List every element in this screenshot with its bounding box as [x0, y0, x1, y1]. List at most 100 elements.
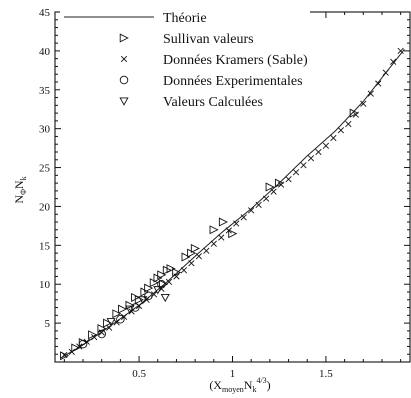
point-sullivan-valeurs: [60, 351, 70, 361]
point-sullivan-valeurs: [218, 217, 228, 227]
series-donnees-kramers-sable: [61, 47, 404, 359]
point-valeurs-calculees: [106, 318, 116, 327]
point-sullivan-valeurs: [88, 330, 98, 340]
point-sullivan-valeurs: [265, 182, 275, 192]
point-donnees-kramers-sable: [330, 134, 337, 142]
legend-background: [60, 8, 310, 115]
point-donnees-kramers-sable: [195, 253, 202, 260]
point-sullivan-valeurs: [71, 343, 81, 353]
point-donnees-kramers-sable: [240, 214, 247, 221]
point-donnees-kramers-sable: [360, 100, 367, 107]
point-sullivan-valeurs: [172, 268, 182, 278]
y-tick-label: 15: [39, 240, 51, 252]
point-donnees-kramers-sable: [263, 195, 270, 202]
point-valeurs-calculees: [153, 286, 163, 295]
x-tick-label: 0.5: [132, 368, 146, 380]
point-donnees-kramers-sable: [83, 338, 90, 345]
point-sullivan-valeurs: [125, 300, 135, 310]
point-valeurs-calculees: [125, 305, 135, 314]
point-sullivan-valeurs: [166, 264, 176, 274]
point-sullivan-valeurs: [190, 243, 200, 253]
point-donnees-kramers-sable: [180, 267, 188, 274]
y-tick-label: 45: [39, 7, 51, 19]
point-donnees-experimentales: [116, 314, 125, 324]
point-sullivan-valeurs: [274, 178, 285, 188]
point-donnees-kramers-sable: [218, 234, 225, 241]
y-tick-label: 30: [39, 124, 51, 136]
legend-label-sullivan-valeurs: Sullivan valeurs: [163, 32, 254, 47]
x-tick-label: 1: [230, 368, 236, 380]
point-donnees-kramers-sable: [375, 80, 382, 87]
y-tick-label: 20: [39, 201, 51, 213]
point-donnees-kramers-sable: [292, 169, 300, 176]
legend: Théorie Sullivan valeurs Données Kramers (…: [60, 8, 310, 115]
point-donnees-kramers-sable: [390, 58, 397, 65]
series-sullivan-valeurs: [60, 108, 359, 361]
point-sullivan-valeurs: [181, 252, 191, 262]
legend-label-theorie: Théorie: [163, 11, 207, 26]
point-donnees-kramers-sable: [345, 120, 352, 128]
point-donnees-kramers-sable: [203, 247, 210, 254]
point-sullivan-valeurs: [118, 304, 128, 314]
point-donnees-kramers-sable: [210, 240, 217, 247]
y-tick-label: 10: [39, 279, 51, 291]
point-sullivan-valeurs: [209, 225, 219, 235]
point-donnees-kramers-sable: [68, 348, 75, 356]
legend-swatch-donnees-experimentales: [119, 75, 129, 85]
point-donnees-kramers-sable: [277, 181, 285, 188]
point-donnees-kramers-sable: [76, 343, 83, 350]
y-tick-label: 40: [39, 46, 51, 58]
y-axis-title: NΦNk: [12, 176, 28, 203]
legend-label-valeurs-calculees: Valeurs Calculées: [163, 95, 263, 110]
point-sullivan-valeurs: [134, 295, 144, 305]
point-valeurs-calculees: [160, 293, 170, 303]
y-tick-label: 5: [45, 318, 51, 330]
point-donnees-kramers-sable: [255, 201, 262, 209]
y-tick-label: 35: [39, 85, 51, 97]
point-donnees-kramers-sable: [367, 90, 374, 97]
point-donnees-kramers-sable: [382, 69, 389, 76]
point-sullivan-valeurs: [228, 229, 238, 239]
point-sullivan-valeurs: [157, 270, 167, 280]
legend-swatch-sullivan-valeurs: [119, 33, 129, 43]
point-donnees-experimentales: [157, 279, 166, 289]
point-sullivan-valeurs: [112, 309, 122, 319]
series-valeurs-calculees: [106, 286, 170, 327]
point-donnees-kramers-sable: [307, 155, 315, 162]
point-donnees-kramers-sable: [270, 188, 277, 195]
x-axis-title: (XmoyenNk4/3): [209, 376, 270, 394]
point-donnees-kramers-sable: [337, 127, 344, 134]
point-donnees-experimentales: [78, 339, 88, 349]
point-donnees-kramers-sable: [315, 148, 322, 156]
point-sullivan-valeurs: [144, 283, 154, 293]
legend-swatch-valeurs-calculees: [119, 97, 129, 106]
point-donnees-kramers-sable: [233, 220, 240, 227]
point-donnees-kramers-sable: [113, 319, 120, 326]
x-tick-label: 1.5: [319, 368, 333, 380]
legend-label-donnees-experimentales: Données Experimentales: [163, 74, 303, 89]
point-sullivan-valeurs: [349, 108, 359, 118]
point-donnees-kramers-sable: [165, 278, 173, 286]
point-donnees-kramers-sable: [248, 207, 255, 214]
point-donnees-kramers-sable: [173, 273, 180, 280]
point-donnees-kramers-sable: [121, 313, 128, 321]
point-donnees-kramers-sable: [61, 351, 68, 359]
point-donnees-kramers-sable: [91, 333, 98, 341]
point-donnees-experimentales: [131, 303, 140, 312]
legend-label-donnees-kramers-sable: Données Kramers (Sable): [163, 53, 308, 68]
point-donnees-kramers-sable: [397, 47, 404, 55]
point-donnees-experimentales: [97, 329, 106, 339]
y-tick-label: 25: [39, 163, 51, 175]
series-donnees-experimentales: [78, 279, 166, 349]
point-donnees-kramers-sable: [285, 176, 292, 183]
point-donnees-kramers-sable: [188, 260, 195, 267]
point-donnees-kramers-sable: [322, 142, 330, 149]
point-sullivan-valeurs: [103, 318, 113, 328]
point-donnees-kramers-sable: [352, 111, 359, 118]
point-valeurs-calculees: [138, 296, 148, 305]
point-donnees-experimentales: [144, 291, 153, 301]
point-sullivan-valeurs: [159, 279, 169, 289]
point-donnees-kramers-sable: [225, 227, 232, 234]
chart-marks: [60, 47, 405, 361]
